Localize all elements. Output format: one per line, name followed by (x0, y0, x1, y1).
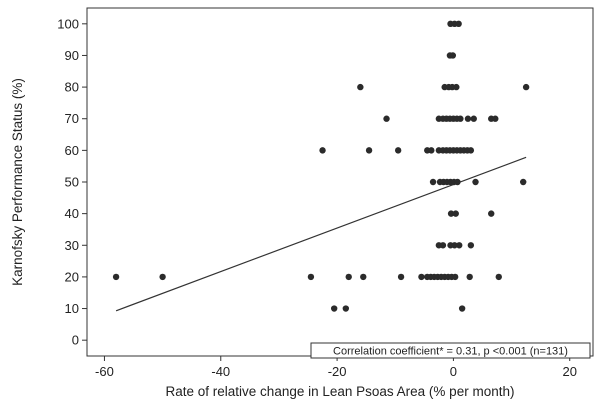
data-point (466, 273, 473, 281)
x-axis: -60 -40 -20 0 20 (95, 356, 577, 379)
data-point (342, 305, 350, 312)
data-point (418, 273, 425, 281)
data-point (307, 273, 315, 281)
y-axis: 0 10 20 30 40 50 60 70 80 90 100 (57, 16, 87, 348)
data-point (467, 147, 475, 154)
data-point (447, 210, 455, 217)
data-point (455, 20, 462, 28)
plot-frame (86, 7, 594, 357)
data-point (365, 147, 373, 154)
data-point (360, 273, 367, 281)
data-point (488, 210, 495, 217)
data-point (492, 115, 499, 122)
x-tick-label: 0 (450, 364, 457, 379)
data-point (429, 178, 437, 186)
data-point (452, 210, 459, 217)
data-point (112, 273, 120, 281)
data-point (454, 178, 461, 186)
data-point (495, 273, 502, 281)
data-point (453, 83, 460, 91)
data-point (464, 115, 472, 122)
data-point (449, 52, 457, 59)
data-point (467, 242, 475, 249)
data-point (457, 115, 464, 122)
x-tick-label: -40 (211, 364, 230, 379)
data-point (458, 305, 466, 312)
data-point (470, 115, 477, 122)
y-tick-label: 0 (72, 333, 79, 348)
data-point (159, 273, 166, 281)
y-tick-label: 60 (65, 143, 79, 158)
y-tick-label: 20 (65, 269, 79, 284)
y-tick-label: 70 (65, 111, 79, 126)
data-point (345, 273, 352, 281)
y-tick-label: 10 (65, 301, 79, 316)
y-axis-title: Karnofsky Performance Status (%) (10, 78, 25, 286)
y-tick-label: 80 (65, 80, 79, 95)
data-point (472, 178, 479, 186)
data-point (451, 242, 458, 249)
data-point (456, 242, 463, 249)
y-tick-label: 100 (57, 16, 79, 31)
y-tick-label: 50 (65, 175, 79, 190)
annotation-frame (310, 342, 591, 359)
x-tick-label: -60 (95, 364, 114, 379)
x-tick-label: -20 (328, 364, 347, 379)
data-points (112, 20, 530, 312)
data-point (383, 115, 390, 122)
correlation-annotation: Correlation coefficient* = 0.31, p <0.00… (333, 346, 568, 358)
x-axis-title: Rate of relative change in Lean Psoas Ar… (166, 384, 515, 399)
data-point (522, 83, 530, 91)
data-point (319, 147, 326, 154)
data-point (330, 305, 338, 312)
data-point (357, 83, 364, 91)
x-tick-label: 20 (563, 364, 577, 379)
annotation-box: Correlation coefficient* = 0.31, p <0.00… (310, 342, 591, 359)
data-point (397, 273, 405, 281)
data-point (451, 273, 459, 281)
data-point (394, 147, 402, 154)
data-point (428, 147, 435, 154)
y-tick-label: 90 (65, 48, 79, 63)
data-point (520, 178, 527, 186)
y-tick-label: 30 (65, 238, 79, 253)
y-tick-label: 40 (65, 206, 79, 221)
data-point (439, 242, 447, 249)
